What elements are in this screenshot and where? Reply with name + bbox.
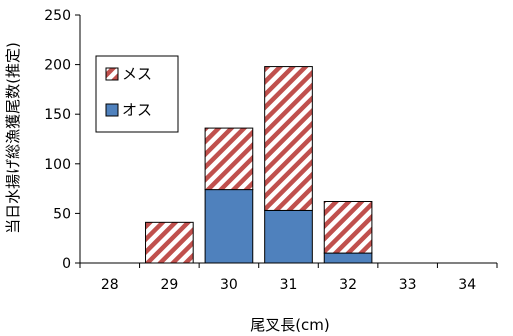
bar-32-series-0 <box>323 252 373 264</box>
x-tick-label: 28 <box>101 277 119 293</box>
x-tick-label: 32 <box>339 277 357 293</box>
y-tick-label: 150 <box>44 107 71 123</box>
x-tick-label: 34 <box>458 277 476 293</box>
y-tick-label: 250 <box>44 8 71 24</box>
legend-swatch-0 <box>105 103 119 117</box>
bar-32-series-1 <box>323 200 373 254</box>
x-tick-label: 31 <box>280 277 298 293</box>
bar-30-series-1 <box>204 127 254 191</box>
bar-31-series-1 <box>264 66 313 211</box>
bars-layer <box>145 66 373 264</box>
y-tick-label: 200 <box>44 58 71 74</box>
y-tick-label: 0 <box>62 256 71 272</box>
legend-label-0: オス <box>122 101 152 119</box>
x-axis-title: 尾叉長(cm) <box>250 316 330 334</box>
axes-layer: 0 50 100 150 200 250 28 29 30 31 32 33 34 <box>44 8 498 293</box>
y-tick-label: 50 <box>53 206 71 222</box>
bar-31-series-0 <box>264 209 313 264</box>
legend-swatch-1 <box>105 67 119 81</box>
y-axis-title: 当日水揚げ総漁獲尾数(推定) <box>4 42 22 234</box>
legend-label-1: メス <box>122 65 152 83</box>
x-tick-label: 33 <box>399 277 417 293</box>
bar-30-series-0 <box>204 189 254 264</box>
x-tick-label: 29 <box>160 277 178 293</box>
y-tick-label: 100 <box>44 157 71 173</box>
x-tick-label: 30 <box>220 277 238 293</box>
bar-29-series-1 <box>145 221 194 264</box>
